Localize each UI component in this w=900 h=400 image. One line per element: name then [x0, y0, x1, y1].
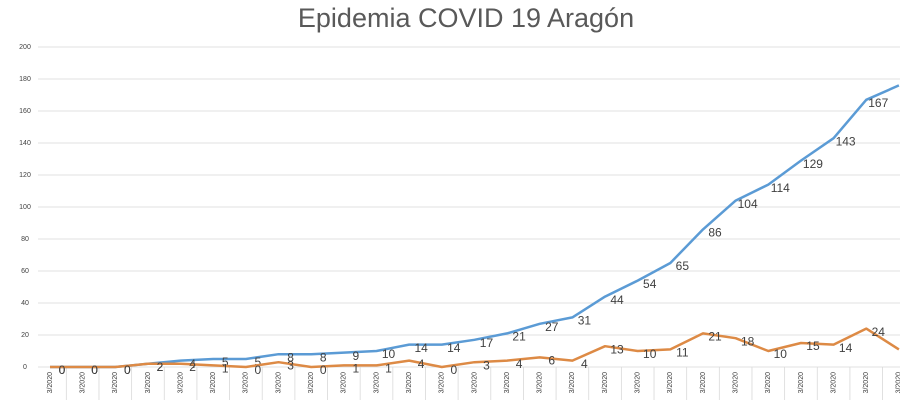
x-tick-label: 3/2020 [667, 372, 674, 394]
x-tick-label: 3/2020 [896, 372, 900, 394]
y-tick-label: 160 [19, 108, 31, 115]
x-tick-label: 3/2020 [504, 372, 511, 394]
data-label: 54 [643, 277, 657, 291]
data-label: 4 [418, 357, 425, 371]
line-series [50, 327, 900, 369]
data-label: 8 [287, 350, 294, 364]
data-label: 10 [774, 347, 788, 361]
data-label: 44 [610, 293, 624, 307]
data-label: 21 [708, 330, 722, 344]
y-tick-label: 20 [21, 332, 29, 339]
x-tick-label: 3/2020 [471, 372, 478, 394]
x-tick-label: 3/2020 [145, 372, 152, 394]
data-label: 5 [255, 355, 262, 369]
y-tick-label: 40 [21, 300, 29, 307]
data-label: 1 [222, 362, 229, 376]
data-label: 27 [545, 320, 559, 334]
data-label: 104 [738, 197, 758, 211]
y-tick-label: 180 [19, 76, 31, 83]
x-tick-label: 3/2020 [863, 372, 870, 394]
data-label: 14 [839, 341, 853, 355]
data-label: 10 [643, 347, 657, 361]
data-label: 65 [676, 259, 690, 273]
data-label: 31 [578, 314, 592, 328]
data-label: 14 [447, 341, 461, 355]
data-label: 0 [124, 363, 131, 377]
data-label: 4 [581, 357, 588, 371]
data-label: 0 [59, 363, 66, 377]
y-tick-label: 100 [19, 204, 31, 211]
x-tick-label: 3/2020 [275, 372, 282, 394]
data-label: 6 [548, 354, 555, 368]
data-label: 2 [157, 360, 164, 374]
data-label: 0 [450, 363, 457, 377]
data-label: 0 [255, 363, 262, 377]
x-tick-label: 3/2020 [798, 372, 805, 394]
chart-title: Epidemia COVID 19 Aragón [298, 3, 634, 33]
data-label: 114 [771, 181, 790, 195]
y-tick-label: 140 [19, 140, 31, 147]
data-label: 15 [806, 339, 820, 353]
data-label: 5 [222, 355, 229, 369]
data-label: 11 [676, 346, 689, 360]
x-tick-label: 3/2020 [569, 372, 576, 394]
x-tick-label: 3/2020 [439, 372, 446, 394]
data-label: 1 [385, 362, 392, 376]
data-label: 0 [320, 363, 327, 377]
data-label: 13 [610, 342, 624, 356]
data-label: 9 [353, 349, 360, 363]
x-tick-label: 3/2020 [341, 372, 348, 394]
data-label: 10 [382, 347, 396, 361]
x-tick-label: 3/2020 [243, 372, 250, 394]
data-label: 0 [91, 363, 98, 377]
data-label: 86 [708, 226, 722, 240]
x-tick-label: 3/2020 [732, 372, 739, 394]
data-label: 4 [516, 357, 523, 371]
x-tick-label: 3/2020 [308, 372, 315, 394]
data-label: 21 [512, 330, 526, 344]
x-tick-label: 3/2020 [210, 372, 217, 394]
x-tick-label: 3/2020 [537, 372, 544, 394]
x-tick-label: 3/2020 [602, 372, 609, 394]
x-tick-label: 3/2020 [177, 372, 184, 394]
data-label: 0 [124, 363, 131, 377]
line-series [50, 84, 900, 369]
x-tick-label: 3/2020 [79, 372, 86, 394]
data-label: 2 [189, 360, 196, 374]
data-label: 0 [91, 363, 98, 377]
data-label: 18 [741, 334, 755, 348]
data-label: 8 [320, 350, 327, 364]
y-tick-label: 200 [19, 44, 31, 51]
x-tick-label: 3/2020 [47, 372, 54, 394]
data-label: 129 [803, 157, 823, 171]
data-label: 17 [480, 336, 494, 350]
data-label: 1 [353, 362, 360, 376]
x-tick-label: 3/2020 [406, 372, 413, 394]
data-label: 0 [59, 363, 66, 377]
data-label: 2 [157, 360, 164, 374]
x-tick-label: 3/2020 [373, 372, 380, 394]
data-label: 167 [868, 96, 888, 110]
data-label: 24 [872, 325, 886, 339]
data-label: 14 [414, 341, 428, 355]
data-label: 3 [287, 358, 294, 372]
x-tick-label: 3/2020 [765, 372, 772, 394]
x-tick-label: 3/2020 [700, 372, 707, 394]
data-label: 3 [483, 358, 490, 372]
y-tick-label: 120 [19, 172, 31, 179]
y-tick-label: 60 [21, 268, 29, 275]
x-tick-label: 3/2020 [830, 372, 837, 394]
x-tick-label: 3/2020 [112, 372, 119, 394]
y-tick-label: 0 [23, 364, 27, 371]
data-label: 143 [836, 134, 856, 148]
x-tick-label: 3/2020 [635, 372, 642, 394]
y-tick-label: 80 [21, 236, 29, 243]
